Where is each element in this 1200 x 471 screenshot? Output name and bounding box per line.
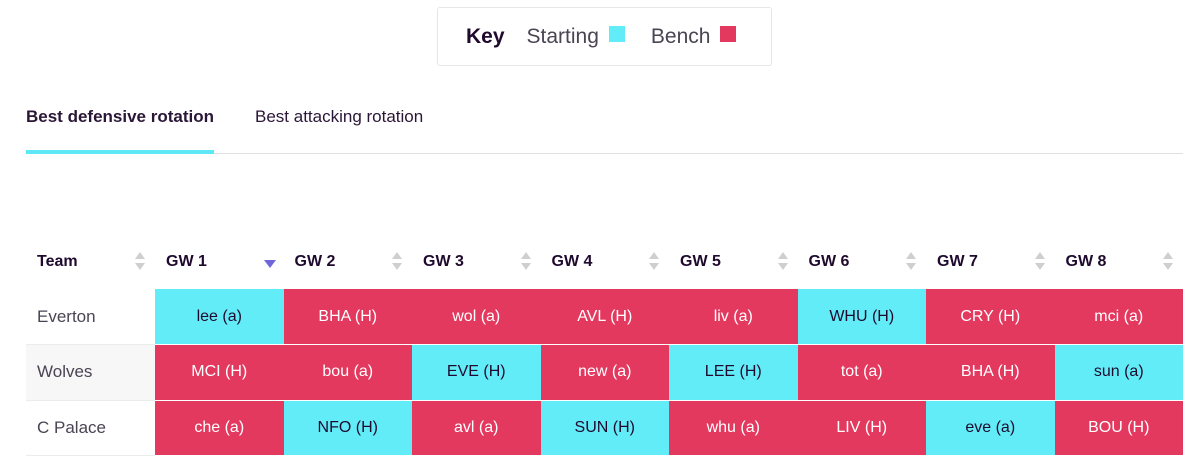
header-gw3[interactable]: GW 3: [412, 235, 541, 289]
header-gw6[interactable]: GW 6: [798, 235, 927, 289]
key-legend: Key Starting Bench: [437, 7, 772, 66]
key-starting-label: Starting: [526, 24, 599, 48]
sort-descending-icon[interactable]: [263, 260, 276, 268]
header-team[interactable]: Team: [26, 235, 155, 289]
fixture-cell: mci (a): [1054, 289, 1183, 345]
bench-color-swatch: [720, 25, 737, 42]
fixture-cell: BOU (H): [1054, 400, 1183, 456]
fixture-cell: liv (a): [669, 289, 798, 345]
fixture-cell: WHU (H): [797, 289, 926, 345]
rotation-tabs: Best defensive rotation Best attacking r…: [26, 95, 1183, 154]
fixture-cell: avl (a): [412, 400, 541, 456]
fixture-cell: BHA (H): [283, 289, 412, 345]
fixture-cell: LEE (H): [669, 344, 798, 401]
fixture-cell: new (a): [540, 344, 669, 401]
header-gw4[interactable]: GW 4: [541, 235, 670, 289]
fixture-cell: BHA (H): [926, 344, 1055, 401]
fixture-cell: eve (a): [926, 400, 1055, 456]
fixture-cell: CRY (H): [926, 289, 1055, 345]
header-label: Team: [37, 253, 78, 270]
key-bench-label: Bench: [650, 24, 711, 48]
fixture-cell: MCI (H): [155, 344, 284, 401]
sort-icon[interactable]: [1163, 252, 1173, 272]
fixture-cell: wol (a): [412, 289, 541, 345]
fixture-cell: tot (a): [797, 344, 926, 401]
sort-icon[interactable]: [135, 252, 145, 272]
header-label: GW 3: [423, 253, 464, 270]
header-gw8[interactable]: GW 8: [1055, 235, 1184, 289]
sort-icon[interactable]: [777, 252, 788, 272]
sort-icon[interactable]: [392, 252, 402, 272]
team-name: C Palace: [26, 400, 155, 456]
fixture-cell: SUN (H): [540, 400, 669, 456]
team-name: Wolves: [26, 344, 155, 401]
table-row-c-palace: C Palace che (a) NFO (H) avl (a) SUN (H)…: [26, 400, 1183, 456]
header-gw1[interactable]: GW 1: [155, 235, 284, 289]
header-label: GW 8: [1065, 253, 1107, 270]
team-name: Everton: [26, 289, 155, 345]
fixture-cell: EVE (H): [412, 344, 541, 401]
sort-icon[interactable]: [906, 252, 916, 272]
starting-color-swatch: [608, 25, 625, 42]
fixture-cell: whu (a): [669, 400, 798, 456]
tab-best-attacking-rotation[interactable]: Best attacking rotation: [255, 107, 424, 126]
header-label: GW 4: [551, 253, 593, 270]
header-gw2[interactable]: GW 2: [284, 235, 413, 289]
sort-icon[interactable]: [1034, 252, 1045, 272]
header-label: GW 5: [680, 253, 721, 270]
fixture-cell: LIV (H): [797, 400, 926, 456]
table-header-row: Team GW 1 GW 2 GW 3 GW 4 GW 5 GW 6 GW 7 …: [26, 235, 1183, 289]
fixture-cell: AVL (H): [540, 289, 669, 345]
fixture-cell: NFO (H): [283, 400, 412, 456]
active-tab-indicator: [26, 150, 214, 154]
header-label: GW 6: [808, 253, 850, 270]
fixture-cell: sun (a): [1054, 344, 1183, 401]
fixture-cell: lee (a): [155, 289, 284, 345]
fixture-cell: che (a): [155, 400, 284, 456]
header-label: GW 2: [294, 253, 336, 270]
sort-icon[interactable]: [520, 252, 531, 272]
key-title: Key: [466, 24, 505, 48]
table-row-wolves: Wolves MCI (H) bou (a) EVE (H) new (a) L…: [26, 344, 1183, 401]
header-label: GW 7: [937, 253, 978, 270]
header-label: GW 1: [166, 253, 207, 270]
tab-best-defensive-rotation[interactable]: Best defensive rotation: [26, 107, 214, 126]
fixture-rotation-table: Team GW 1 GW 2 GW 3 GW 4 GW 5 GW 6 GW 7 …: [26, 235, 1183, 456]
table-row-everton: Everton lee (a) BHA (H) wol (a) AVL (H) …: [26, 289, 1183, 345]
fixture-cell: bou (a): [283, 344, 412, 401]
header-gw7[interactable]: GW 7: [926, 235, 1055, 289]
header-gw5[interactable]: GW 5: [669, 235, 798, 289]
sort-icon[interactable]: [649, 252, 659, 272]
